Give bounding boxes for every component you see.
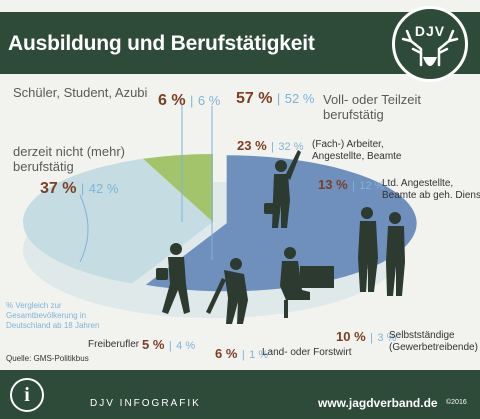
value-selbst: 10 % | 3 % [336,328,396,346]
value-arbeiter: 23 % | 32 % [237,137,303,155]
pct-ltd: 13 % [318,177,348,192]
footer-url[interactable]: www.jagdverband.de [318,396,438,410]
pct-arbeiter: 23 % [237,138,267,153]
ref-arbeiter: 32 % [278,141,304,153]
value-schueler: 6 % | 6 % [158,92,220,110]
pct-selbst: 10 % [336,329,366,344]
freelancer-silhouette [156,243,190,314]
pct-land: 6 % [215,346,238,361]
page-title: Ausbildung und Berufstätigkeit [8,32,315,55]
separator-ltd: | [352,180,355,192]
businessmen-silhouette [358,207,405,296]
label-arbeiter-1: (Fach-) Arbeiter, [312,139,384,150]
label-selbst-2: (Gewerbetreibende) [389,342,478,353]
info-icon: i [10,378,44,412]
separator-land: | [241,349,245,361]
value-land: 6 % | 1 % [215,345,268,363]
label-berufstaetig-2: berufstätig [323,107,384,122]
label-ltd-1: Ltd. Angestellte, [382,178,454,189]
value-berufstaetig: 57 % | 52 % [236,90,314,108]
ref-schueler: 6 % [197,93,221,108]
separator-schueler: | [190,93,194,108]
value-nicht: 37 % | 42 % [40,180,118,198]
worker-silhouette [264,150,301,228]
pointer-line-nicht [79,194,89,263]
footer-brand: DJV INFOGRAFIK [90,398,201,409]
pie-slice-schueler [143,154,213,222]
source-text: Quelle: GMS-Politikbus [6,354,89,363]
label-ltd-2: Beamte ab geh. Dienst [382,190,480,201]
label-selbst-1: Selbstständige [389,330,455,341]
ref-berufstaetig: 52 % [284,91,315,106]
label-nicht-2: berufstätig [13,159,74,174]
value-frei: 5 % | 4 % [142,336,195,354]
deer-antler-icon [401,29,459,67]
separator-berufstaetig: | [276,91,281,106]
label-schueler: Schüler, Student, Azubi [13,85,148,100]
pct-schueler: 6 % [158,92,186,109]
pie-slice-nicht-berufstaetig [23,158,214,284]
pct-berufstaetig: 57 % [236,90,273,107]
ref-frei: 4 % [176,340,196,352]
pct-frei: 5 % [142,337,165,352]
ref-land: 1 % [249,349,269,361]
separator-nicht: | [80,181,85,196]
office-worker-silhouette [280,247,334,318]
separator-frei: | [168,340,172,352]
farmer-silhouette [206,258,248,324]
djv-logo: DJV [392,6,468,82]
label-nicht-1: derzeit nicht (mehr) [13,144,125,159]
footer-year: ©2016 [446,399,467,406]
label-frei: Freiberufler [88,339,140,350]
footer-band [0,370,480,419]
ref-selbst: 3 % [377,332,397,344]
comparison-note: % Vergleich zur Gesamtbevölkerung in Deu… [6,301,100,330]
separator-arbeiter: | [271,141,274,153]
label-land: Land- oder Forstwirt [262,347,352,358]
value-ltd: 13 % | 12 % [318,176,384,194]
label-berufstaetig-1: Voll- oder Teilzeit [323,92,422,107]
pct-nicht: 37 % [40,180,77,197]
ref-nicht: 42 % [88,181,119,196]
separator-selbst: | [370,332,373,344]
ref-ltd: 12 % [359,180,385,192]
logo-text: DJV [414,23,446,39]
label-arbeiter-2: Angestellte, Beamte [312,151,402,162]
